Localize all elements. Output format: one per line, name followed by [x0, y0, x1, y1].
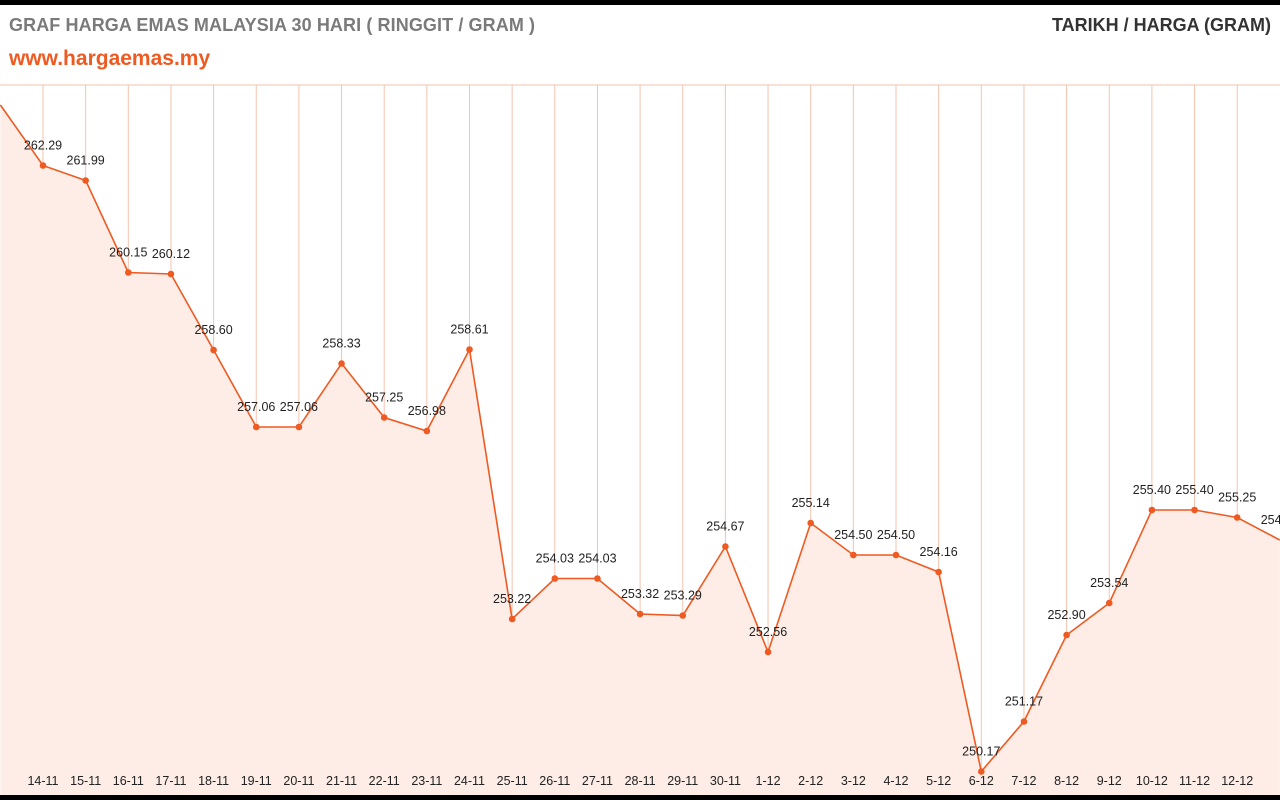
data-point — [1191, 506, 1198, 514]
data-point — [807, 519, 814, 527]
data-point — [1105, 599, 1113, 607]
data-label-partial: 254.80 — [1261, 513, 1280, 527]
x-tick-label: 21-11 — [326, 774, 357, 788]
x-axis-ticks: 14-11 15-11 16-11 17-11 18-11 19-11 20-11 21-11… — [27, 774, 1253, 788]
website-link[interactable]: www.hargaemas.my — [9, 47, 211, 70]
x-tick-label: 28-11 — [625, 774, 656, 788]
x-tick-label: 10-12 — [1136, 774, 1168, 788]
data-label: 260.15 — [109, 246, 147, 260]
x-tick-label: 2-12 — [798, 774, 823, 788]
x-tick-label: 23-11 — [411, 774, 442, 788]
x-tick-label: 15-11 — [70, 774, 101, 788]
data-label: 254.16 — [920, 545, 958, 559]
data-point — [167, 270, 175, 278]
data-label: 258.61 — [450, 323, 488, 337]
data-point — [978, 768, 985, 775]
x-tick-label: 12-12 — [1221, 774, 1253, 788]
data-label: 253.22 — [493, 592, 531, 606]
area-fill — [0, 105, 1280, 795]
x-tick-label: 5-12 — [926, 774, 951, 788]
data-point — [338, 360, 345, 367]
x-tick-label: 7-12 — [1011, 774, 1036, 788]
data-point — [892, 551, 900, 559]
data-label: 253.32 — [621, 587, 659, 601]
data-label: 255.14 — [792, 496, 830, 510]
data-label: 257.25 — [365, 391, 403, 405]
data-point — [125, 269, 132, 276]
data-point — [1233, 514, 1241, 521]
data-label: 254.67 — [706, 520, 744, 534]
data-point — [423, 427, 431, 435]
data-label: 257.06 — [280, 400, 318, 414]
x-tick-label: 6-12 — [969, 774, 994, 788]
data-label: 257.06 — [237, 400, 275, 414]
data-label: 253.29 — [664, 589, 702, 603]
data-point — [850, 551, 857, 559]
x-tick-label: 22-11 — [369, 774, 400, 788]
data-label: 256.98 — [408, 404, 446, 418]
chart-title: GRAF HARGA EMAS MALAYSIA 30 HARI ( RINGG… — [9, 15, 536, 35]
data-point — [295, 423, 303, 431]
x-tick-label: 18-11 — [198, 774, 229, 788]
x-tick-label: 11-12 — [1179, 774, 1210, 788]
x-tick-label: 17-11 — [155, 774, 186, 788]
data-point — [1020, 718, 1028, 725]
x-tick-label: 8-12 — [1054, 774, 1079, 788]
data-point — [764, 648, 772, 656]
x-tick-label: 3-12 — [841, 774, 866, 788]
data-point — [252, 423, 260, 431]
x-tick-label: 4-12 — [883, 774, 908, 788]
x-tick-label: 25-11 — [497, 774, 528, 788]
x-tick-label: 1-12 — [756, 774, 781, 788]
data-label: 252.56 — [749, 625, 787, 639]
data-point — [508, 615, 516, 623]
chart-frame: 262.29 261.99 260.15 260.12 258.60 257.06 257.… — [0, 5, 1280, 795]
x-tick-label: 26-11 — [539, 774, 570, 788]
data-label: 254.50 — [834, 528, 872, 542]
x-tick-label: 20-11 — [283, 774, 314, 788]
data-label: 250.17 — [962, 745, 1000, 759]
data-point — [466, 346, 473, 353]
data-label: 254.03 — [578, 552, 616, 566]
x-tick-label: 9-12 — [1097, 774, 1122, 788]
data-point — [380, 414, 388, 421]
data-label: 255.25 — [1218, 491, 1256, 505]
data-label: 260.12 — [152, 247, 190, 261]
data-point — [722, 543, 729, 550]
data-label: 255.40 — [1175, 483, 1213, 497]
x-tick-label: 30-11 — [710, 774, 741, 788]
x-tick-label: 27-11 — [582, 774, 613, 788]
data-label: 252.90 — [1047, 608, 1085, 622]
data-point — [594, 575, 601, 582]
x-tick-label: 19-11 — [241, 774, 272, 788]
data-point — [679, 612, 687, 619]
price-chart: 262.29 261.99 260.15 260.12 258.60 257.06 257.… — [0, 84, 1280, 795]
x-tick-label: 29-11 — [667, 774, 698, 788]
data-label: 254.03 — [536, 552, 574, 566]
data-point — [551, 575, 559, 582]
data-point — [210, 346, 217, 354]
data-label: 258.60 — [194, 323, 232, 337]
data-point — [39, 162, 47, 169]
data-label: 258.33 — [322, 337, 360, 351]
x-tick-label: 24-11 — [454, 774, 485, 788]
data-label: 255.40 — [1133, 483, 1171, 497]
data-point — [1148, 506, 1156, 514]
data-label: 251.17 — [1005, 695, 1043, 709]
data-label: 261.99 — [67, 154, 105, 168]
data-point — [636, 610, 644, 618]
data-labels: 262.29 261.99 260.15 260.12 258.60 257.06 257.… — [24, 139, 1280, 759]
data-points — [39, 162, 1241, 775]
data-point — [1063, 631, 1070, 639]
x-tick-label: 14-11 — [27, 774, 58, 788]
data-label: 253.54 — [1090, 576, 1128, 590]
data-label: 262.29 — [24, 139, 62, 153]
x-tick-label: 16-11 — [113, 774, 144, 788]
data-label: 254.50 — [877, 528, 915, 542]
axis-legend: TARIKH / HARGA (GRAM) — [1052, 15, 1271, 35]
data-point — [82, 177, 89, 184]
data-point — [935, 568, 942, 576]
